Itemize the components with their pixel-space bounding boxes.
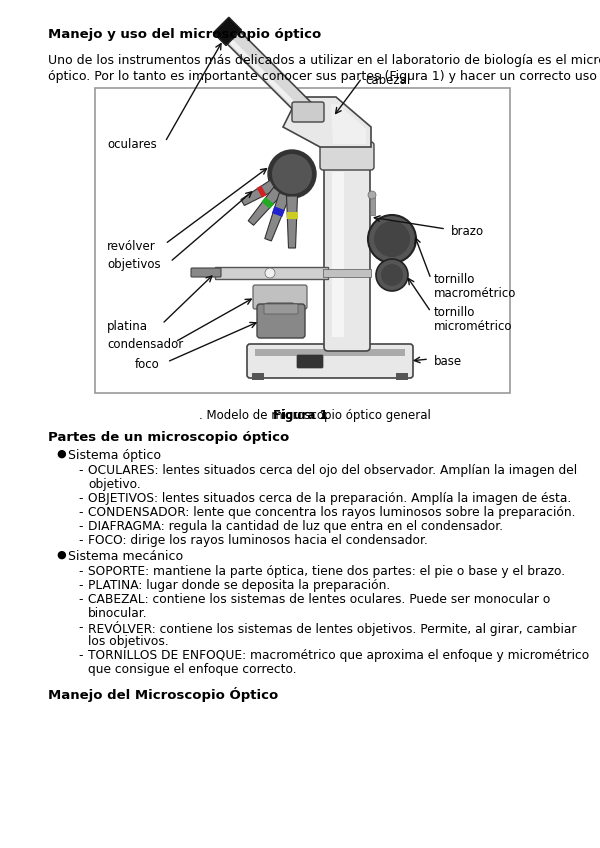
Polygon shape: [287, 212, 298, 220]
Text: -: -: [78, 534, 83, 547]
Text: condensador: condensador: [107, 338, 183, 351]
FancyBboxPatch shape: [253, 285, 307, 309]
Bar: [252, 373, 264, 380]
Circle shape: [272, 154, 312, 194]
Circle shape: [368, 215, 416, 263]
Text: -: -: [78, 492, 83, 505]
Text: FOCO: dirige los rayos luminosos hacia el condensador.: FOCO: dirige los rayos luminosos hacia e…: [88, 534, 428, 547]
Circle shape: [374, 221, 410, 257]
Polygon shape: [248, 187, 282, 226]
Polygon shape: [241, 181, 275, 205]
Bar: [332, 172, 344, 337]
FancyBboxPatch shape: [320, 142, 374, 170]
Text: que consigue el enfoque correcto.: que consigue el enfoque correcto.: [88, 663, 296, 676]
Text: . Modelo de microscopio óptico general: . Modelo de microscopio óptico general: [169, 409, 431, 422]
Text: SOPORTE: mantiene la parte óptica, tiene dos partes: el pie o base y el brazo.: SOPORTE: mantiene la parte óptica, tiene…: [88, 565, 565, 578]
Text: DIAFRAGMA: regula la cantidad de luz que entra en el condensador.: DIAFRAGMA: regula la cantidad de luz que…: [88, 520, 503, 533]
Text: Sistema óptico: Sistema óptico: [68, 449, 161, 462]
Text: cabezal: cabezal: [365, 74, 410, 87]
Text: micrométrico: micrométrico: [434, 320, 512, 333]
Text: -: -: [78, 565, 83, 578]
Text: Sistema mecánico: Sistema mecánico: [68, 550, 183, 563]
Text: Manejo y uso del microscopio óptico: Manejo y uso del microscopio óptico: [48, 28, 321, 41]
Text: CABEZAL: contiene los sistemas de lentes oculares. Puede ser monocular o: CABEZAL: contiene los sistemas de lentes…: [88, 593, 550, 606]
Polygon shape: [287, 196, 298, 248]
Text: óptico. Por lo tanto es importante conocer sus partes (Figura 1) y hacer un corr: óptico. Por lo tanto es importante conoc…: [48, 70, 600, 83]
FancyBboxPatch shape: [297, 355, 323, 368]
Polygon shape: [257, 186, 266, 198]
Text: REVÓLVER: contiene los sistemas de lentes objetivos. Permite, al girar, cambiar: REVÓLVER: contiene los sistemas de lente…: [88, 621, 577, 636]
Bar: [396, 373, 408, 380]
Circle shape: [268, 150, 316, 198]
Text: Partes de un microscopio óptico: Partes de un microscopio óptico: [48, 431, 289, 444]
Polygon shape: [262, 197, 274, 209]
Circle shape: [381, 264, 403, 286]
Text: Uno de los instrumentos más delicados a utilizar en el laboratorio de biología e: Uno de los instrumentos más delicados a …: [48, 54, 600, 67]
FancyBboxPatch shape: [264, 304, 298, 314]
Text: OCULARES: lentes situados cerca del ojo del observador. Amplían la imagen del: OCULARES: lentes situados cerca del ojo …: [88, 464, 577, 477]
Text: oculares: oculares: [107, 138, 157, 151]
Circle shape: [376, 259, 408, 291]
Text: TORNILLOS DE ENFOQUE: macrométrico que aproxima el enfoque y micrométrico: TORNILLOS DE ENFOQUE: macrométrico que a…: [88, 649, 589, 662]
Text: Manejo del Microscopio Óptico: Manejo del Microscopio Óptico: [48, 687, 278, 702]
Circle shape: [265, 268, 275, 278]
Text: -: -: [78, 506, 83, 519]
Text: revólver: revólver: [107, 240, 156, 253]
FancyBboxPatch shape: [266, 303, 294, 323]
Text: Figura 1: Figura 1: [272, 409, 328, 422]
Text: brazo: brazo: [451, 225, 484, 238]
Text: tornillo: tornillo: [434, 273, 475, 286]
Bar: [323, 269, 371, 277]
Text: -: -: [78, 464, 83, 477]
FancyBboxPatch shape: [257, 304, 305, 338]
FancyBboxPatch shape: [191, 268, 221, 277]
Polygon shape: [227, 31, 314, 119]
FancyBboxPatch shape: [324, 158, 370, 351]
Text: los objetivos.: los objetivos.: [88, 635, 169, 648]
Text: objetivo.: objetivo.: [88, 478, 141, 491]
Text: foco: foco: [135, 358, 160, 371]
Polygon shape: [213, 17, 242, 46]
Bar: [215, 267, 328, 279]
Text: OBJETIVOS: lentes situados cerca de la preparación. Amplía la imagen de ésta.: OBJETIVOS: lentes situados cerca de la p…: [88, 492, 571, 505]
FancyBboxPatch shape: [247, 344, 413, 378]
Text: -: -: [78, 649, 83, 662]
Bar: [370, 197, 375, 215]
Text: objetivos: objetivos: [107, 258, 161, 271]
Polygon shape: [331, 104, 366, 144]
Text: -: -: [78, 579, 83, 592]
Text: ●: ●: [56, 449, 66, 459]
Bar: [95, 88, 510, 393]
Text: binocular.: binocular.: [88, 607, 148, 620]
Text: tornillo: tornillo: [434, 306, 475, 319]
Text: macrométrico: macrométrico: [434, 287, 517, 300]
Text: PLATINA: lugar donde se deposita la preparación.: PLATINA: lugar donde se deposita la prep…: [88, 579, 390, 592]
Circle shape: [368, 191, 376, 199]
Text: -: -: [78, 520, 83, 533]
Text: CONDENSADOR: lente que concentra los rayos luminosos sobre la preparación.: CONDENSADOR: lente que concentra los ray…: [88, 506, 575, 519]
Text: ●: ●: [56, 550, 66, 560]
Text: base: base: [434, 355, 462, 368]
Polygon shape: [283, 97, 371, 147]
FancyBboxPatch shape: [255, 349, 405, 356]
Text: -: -: [78, 593, 83, 606]
Polygon shape: [229, 39, 307, 117]
Polygon shape: [272, 206, 285, 217]
Polygon shape: [265, 192, 290, 241]
FancyBboxPatch shape: [292, 102, 324, 122]
Text: -: -: [78, 621, 83, 634]
Text: platina: platina: [107, 320, 148, 333]
